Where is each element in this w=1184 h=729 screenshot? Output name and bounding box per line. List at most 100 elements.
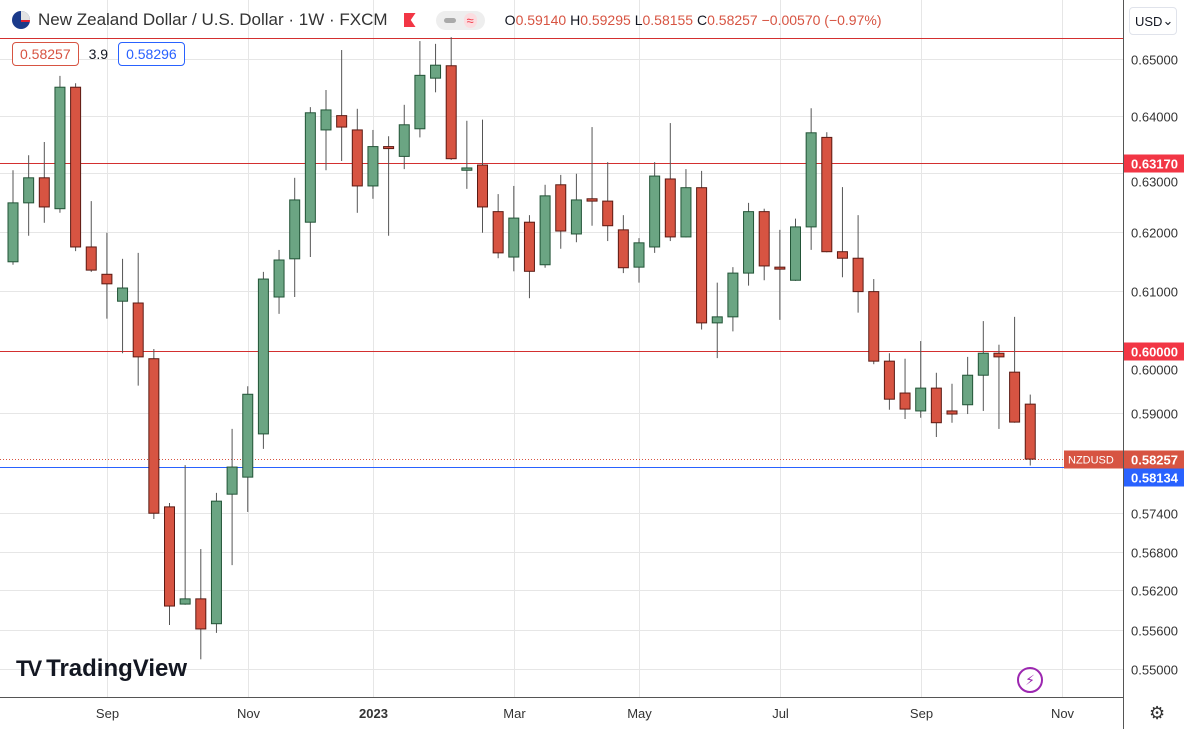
candle-body: [523, 221, 535, 272]
candle: [461, 120, 473, 189]
candle: [711, 282, 723, 359]
candle-body: [38, 177, 50, 208]
candle: [915, 341, 927, 418]
last-price-label: 0.58257: [1131, 453, 1178, 468]
candle: [320, 90, 332, 171]
price-tick-label: 0.59000: [1131, 407, 1178, 422]
candle-body: [602, 200, 614, 227]
candle-body: [164, 506, 175, 607]
candle-body: [23, 177, 35, 204]
candle: [664, 123, 676, 242]
time-axis[interactable]: Sep Nov 2023 Mar May Jul Sep Nov: [96, 706, 1075, 721]
candle-body: [555, 184, 567, 232]
price-tick-label: 0.64000: [1131, 110, 1178, 125]
candle-body: [868, 291, 880, 362]
candle-body: [836, 251, 848, 259]
price-tick-label: 0.56200: [1131, 584, 1178, 599]
symbol-label: NZDUSD: [1068, 455, 1114, 467]
candle-body: [649, 175, 661, 248]
candle-body: [70, 86, 82, 248]
trade-row: 0.58257 3.9 0.58296: [12, 42, 185, 66]
candle-body: [398, 124, 410, 157]
candle: [930, 372, 942, 438]
candle: [304, 107, 316, 258]
candle-body: [946, 410, 958, 415]
low-value: 0.58155: [642, 12, 694, 28]
price-tick-label: 0.62000: [1131, 226, 1178, 241]
flag-marker-icon[interactable]: [403, 13, 416, 27]
price-tick-label: 0.55000: [1131, 663, 1178, 678]
candles: [7, 37, 1036, 660]
candle-body: [1024, 403, 1036, 460]
time-tick-label: Nov: [237, 706, 261, 721]
candle-body: [993, 352, 1005, 358]
price-tick-label: 0.56800: [1131, 546, 1178, 561]
candle-body: [289, 199, 301, 260]
price-axis[interactable]: 0.65000 0.64000 0.63000 0.62000 0.61000 0.600…: [1131, 53, 1178, 678]
candle: [727, 267, 739, 332]
candle: [477, 119, 488, 233]
approx-icon[interactable]: ≈: [463, 12, 477, 28]
candle-body: [132, 302, 144, 358]
horizontal-lines[interactable]: [0, 38, 1123, 468]
lightning-icon[interactable]: ⚡: [1017, 667, 1043, 693]
candle-body: [304, 112, 316, 223]
candle-body: [570, 199, 582, 235]
tradingview-logo[interactable]: TV TradingView: [16, 655, 187, 683]
candle-body: [492, 211, 504, 254]
time-tick-label: 2023: [359, 706, 388, 721]
candle-body: [195, 598, 207, 630]
logo-text: TradingView: [46, 655, 188, 682]
candle: [555, 174, 567, 249]
price-tick-label: 0.61000: [1131, 285, 1178, 300]
candle-body: [242, 393, 254, 478]
symbol-label-bg: [1064, 450, 1123, 469]
candle-body: [1009, 371, 1021, 423]
currency-value: USD: [1135, 13, 1163, 29]
candle: [54, 75, 66, 213]
candle: [586, 127, 598, 226]
price-labels: 0.63170 0.60000 0.58257 NZDUSD 0.58134: [1064, 154, 1184, 487]
candle-body: [664, 178, 676, 238]
candle-body: [727, 272, 739, 318]
candle: [883, 353, 895, 410]
candle: [1024, 394, 1036, 466]
candle-body: [680, 187, 692, 238]
minus-icon[interactable]: [443, 17, 456, 23]
time-tick-label: Sep: [910, 706, 933, 721]
nz-us-flag-icon: [12, 11, 30, 29]
symbol-title[interactable]: New Zealand Dollar / U.S. Dollar · 1W · …: [38, 10, 388, 29]
open-value: 0.59140: [515, 12, 567, 28]
indicator-pill[interactable]: ≈: [435, 10, 485, 30]
candle: [117, 258, 129, 354]
candle-body: [633, 242, 645, 268]
candle-body: [805, 132, 817, 228]
candle: [445, 37, 457, 160]
candle-body: [758, 211, 770, 267]
candle: [367, 129, 379, 199]
high-value: 0.59295: [580, 12, 631, 28]
candle: [210, 492, 222, 633]
candle-body: [977, 352, 989, 376]
time-tick-label: May: [627, 706, 652, 721]
currency-select[interactable]: USD ⌄: [1129, 7, 1177, 35]
candle: [101, 232, 113, 319]
price-label-bg: [1124, 154, 1184, 173]
spread-value: 3.9: [88, 46, 109, 62]
candle-body: [899, 392, 911, 410]
candle-body: [148, 358, 160, 514]
settings-icon[interactable]: ⚙: [1149, 703, 1166, 723]
candle: [993, 344, 1005, 429]
buy-button[interactable]: 0.58296: [118, 42, 185, 66]
candle: [273, 249, 285, 314]
sell-button[interactable]: 0.58257: [12, 42, 79, 66]
close-value: 0.58257: [707, 12, 758, 28]
symbol-legend: New Zealand Dollar / U.S. Dollar · 1W · …: [12, 10, 881, 30]
candle: [336, 50, 348, 162]
tradingview-mark-icon: TV: [16, 656, 42, 681]
candle: [539, 184, 551, 268]
candle: [977, 321, 989, 411]
candle-body: [101, 273, 113, 285]
candle: [649, 162, 661, 253]
